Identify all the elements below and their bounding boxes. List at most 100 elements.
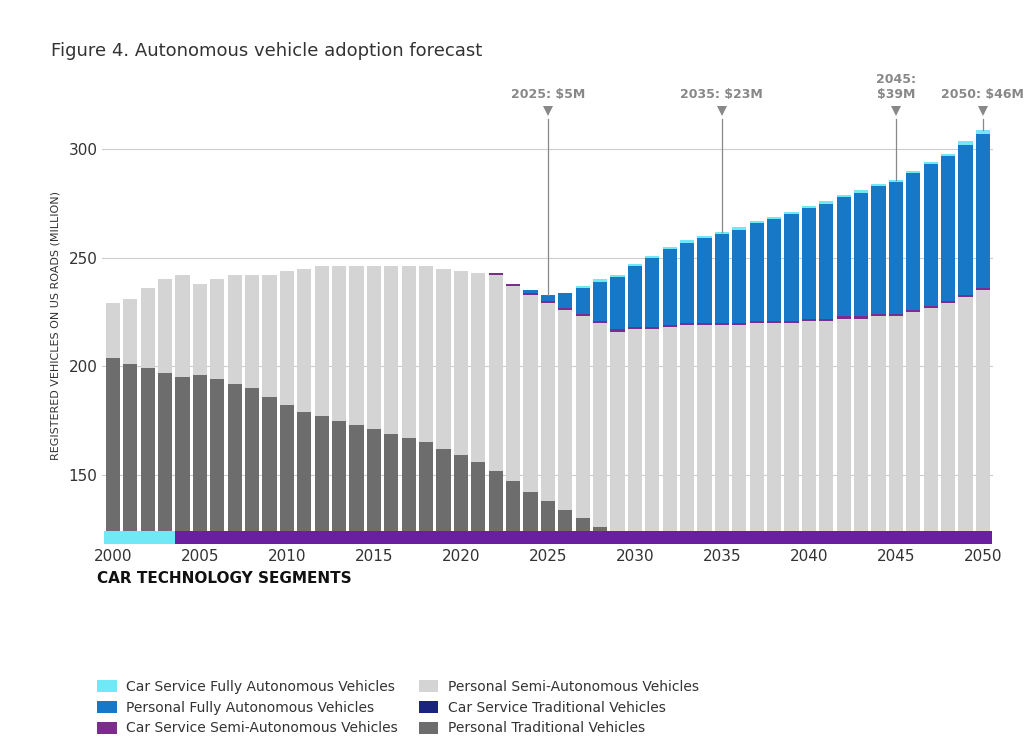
Bar [750, 592, 764, 756]
Bar [697, 323, 712, 325]
Bar [280, 405, 294, 756]
Bar [837, 317, 851, 318]
Bar [210, 280, 224, 380]
Bar [784, 605, 799, 756]
Bar [889, 180, 903, 181]
Bar [384, 266, 398, 434]
Bar [750, 321, 764, 323]
Bar [158, 280, 172, 373]
Bar [871, 631, 886, 756]
Bar [958, 145, 973, 295]
Bar [297, 268, 311, 412]
Bar [976, 288, 990, 290]
Bar [593, 280, 607, 282]
Bar [680, 243, 694, 323]
Bar [506, 286, 520, 482]
Bar [193, 375, 207, 756]
Bar [419, 266, 433, 442]
FancyBboxPatch shape [104, 531, 175, 544]
Bar [802, 609, 816, 756]
Bar [349, 266, 364, 425]
Bar [715, 232, 729, 234]
Bar [924, 305, 938, 308]
Bar [680, 240, 694, 243]
Bar [663, 249, 677, 325]
Bar [454, 455, 468, 756]
Bar [367, 429, 381, 756]
Bar [175, 377, 189, 756]
Bar [924, 646, 938, 756]
Bar [750, 221, 764, 223]
Bar [575, 288, 590, 314]
Text: CAR TECHNOLOGY SEGMENTS: CAR TECHNOLOGY SEGMENTS [97, 571, 352, 586]
Bar [715, 325, 729, 581]
Bar [488, 275, 503, 470]
Bar [854, 193, 868, 317]
Bar [541, 301, 555, 303]
Bar [628, 547, 642, 756]
Bar [645, 327, 659, 330]
Bar [837, 620, 851, 756]
Bar [488, 273, 503, 275]
Bar [767, 216, 781, 218]
Bar [332, 420, 346, 756]
Bar [958, 295, 973, 297]
Bar [715, 581, 729, 756]
Bar [732, 323, 746, 325]
Bar [941, 303, 955, 651]
Bar [941, 651, 955, 756]
Bar [140, 288, 155, 368]
Bar [732, 587, 746, 756]
Bar [314, 266, 329, 417]
Bar [958, 297, 973, 655]
Bar [523, 293, 538, 295]
Bar [906, 312, 921, 642]
Bar [697, 238, 712, 323]
Bar [976, 134, 990, 288]
Bar [575, 519, 590, 756]
Bar [697, 575, 712, 756]
Bar [941, 153, 955, 156]
Bar [906, 642, 921, 756]
Bar [175, 275, 189, 377]
Bar [889, 181, 903, 314]
Bar [471, 273, 485, 462]
Bar [523, 290, 538, 293]
Bar [436, 268, 451, 449]
Bar [227, 384, 242, 756]
Bar [889, 317, 903, 637]
Bar [871, 314, 886, 317]
Bar [210, 380, 224, 756]
Bar [906, 173, 921, 310]
Bar [297, 412, 311, 756]
Bar [541, 295, 555, 301]
Bar [663, 562, 677, 756]
Bar [924, 163, 938, 165]
Bar [784, 323, 799, 605]
Bar [837, 318, 851, 620]
Bar [837, 195, 851, 197]
Bar [819, 201, 834, 203]
Bar [105, 358, 120, 756]
Bar [401, 438, 416, 756]
Bar [854, 627, 868, 756]
Bar [819, 321, 834, 616]
Bar [906, 171, 921, 173]
Bar [558, 293, 572, 308]
Bar [732, 230, 746, 323]
Bar [523, 295, 538, 492]
Bar [784, 215, 799, 321]
Bar [610, 332, 625, 538]
Bar [593, 282, 607, 321]
Bar [401, 266, 416, 438]
Bar [767, 323, 781, 599]
Bar [558, 308, 572, 310]
Bar [819, 318, 834, 321]
Bar [784, 212, 799, 215]
Bar [575, 317, 590, 519]
Bar [889, 314, 903, 317]
Bar [924, 165, 938, 305]
Bar [280, 271, 294, 405]
Bar [732, 228, 746, 230]
Bar [958, 655, 973, 756]
